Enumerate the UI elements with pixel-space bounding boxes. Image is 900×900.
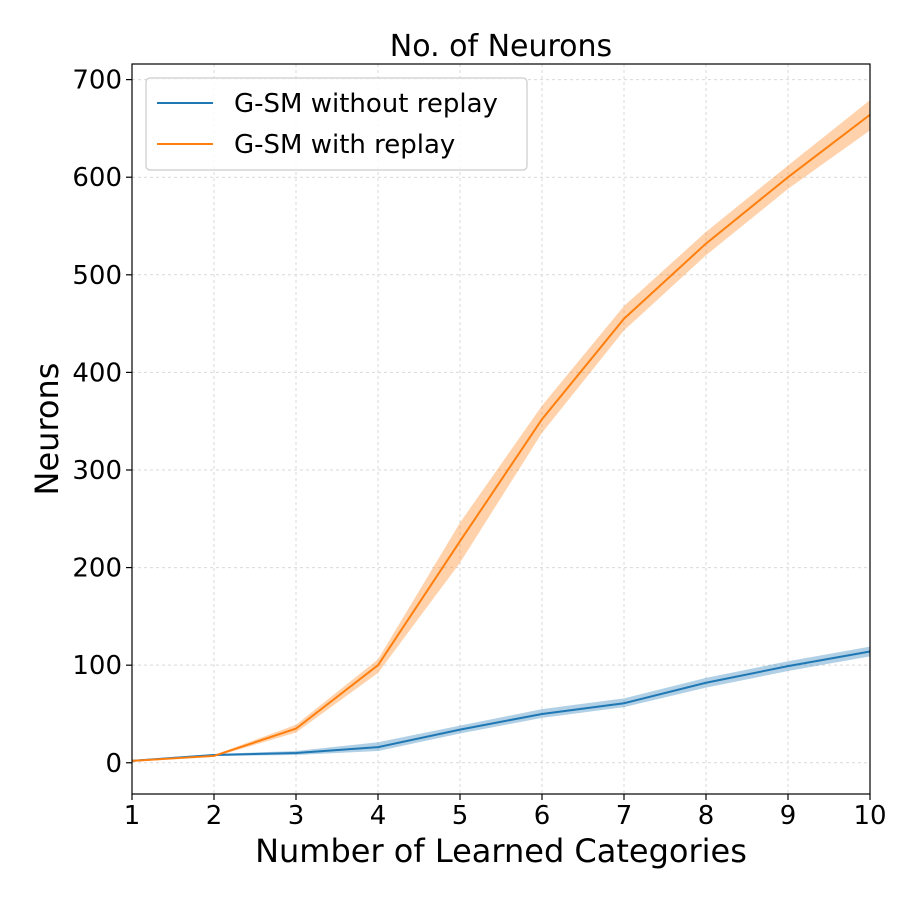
y-axis-label: Neurons <box>28 363 66 496</box>
confidence-band-0 <box>132 646 870 761</box>
x-tick-label: 8 <box>698 801 715 831</box>
x-tick-label: 9 <box>780 801 797 831</box>
chart-title: No. of Neurons <box>390 29 612 64</box>
x-tick-label: 3 <box>288 801 305 831</box>
x-tick-label: 5 <box>452 801 469 831</box>
x-tick-label: 6 <box>534 801 551 831</box>
x-tick-label: 4 <box>370 801 387 831</box>
y-tick-label: 600 <box>72 163 122 193</box>
y-tick-label: 400 <box>72 358 122 388</box>
x-axis-label: Number of Learned Categories <box>255 832 747 870</box>
y-tick-label: 500 <box>72 261 122 291</box>
x-tick-label: 1 <box>124 801 141 831</box>
y-tick-label: 700 <box>72 66 122 96</box>
x-tick-label: 10 <box>853 801 886 831</box>
series-lines <box>131 113 871 762</box>
y-tick-label: 200 <box>72 554 122 584</box>
y-tick-label: 300 <box>72 456 122 486</box>
grid-lines <box>131 64 871 794</box>
legend-label-with-replay: G-SM with replay <box>234 130 455 160</box>
y-tick-label: 100 <box>72 651 122 681</box>
x-tick-label: 2 <box>206 801 223 831</box>
y-tick-label: 0 <box>105 749 122 779</box>
plot-frame <box>131 63 871 795</box>
legend-box <box>145 77 528 171</box>
x-tick-label: 7 <box>616 801 633 831</box>
series-line-0 <box>131 650 871 762</box>
confidence-band-1 <box>132 100 870 761</box>
legend: G-SM without replay G-SM with replay <box>145 77 528 171</box>
series-line-1 <box>131 113 871 762</box>
confidence-bands <box>132 100 870 761</box>
legend-label-without-replay: G-SM without replay <box>234 89 498 119</box>
